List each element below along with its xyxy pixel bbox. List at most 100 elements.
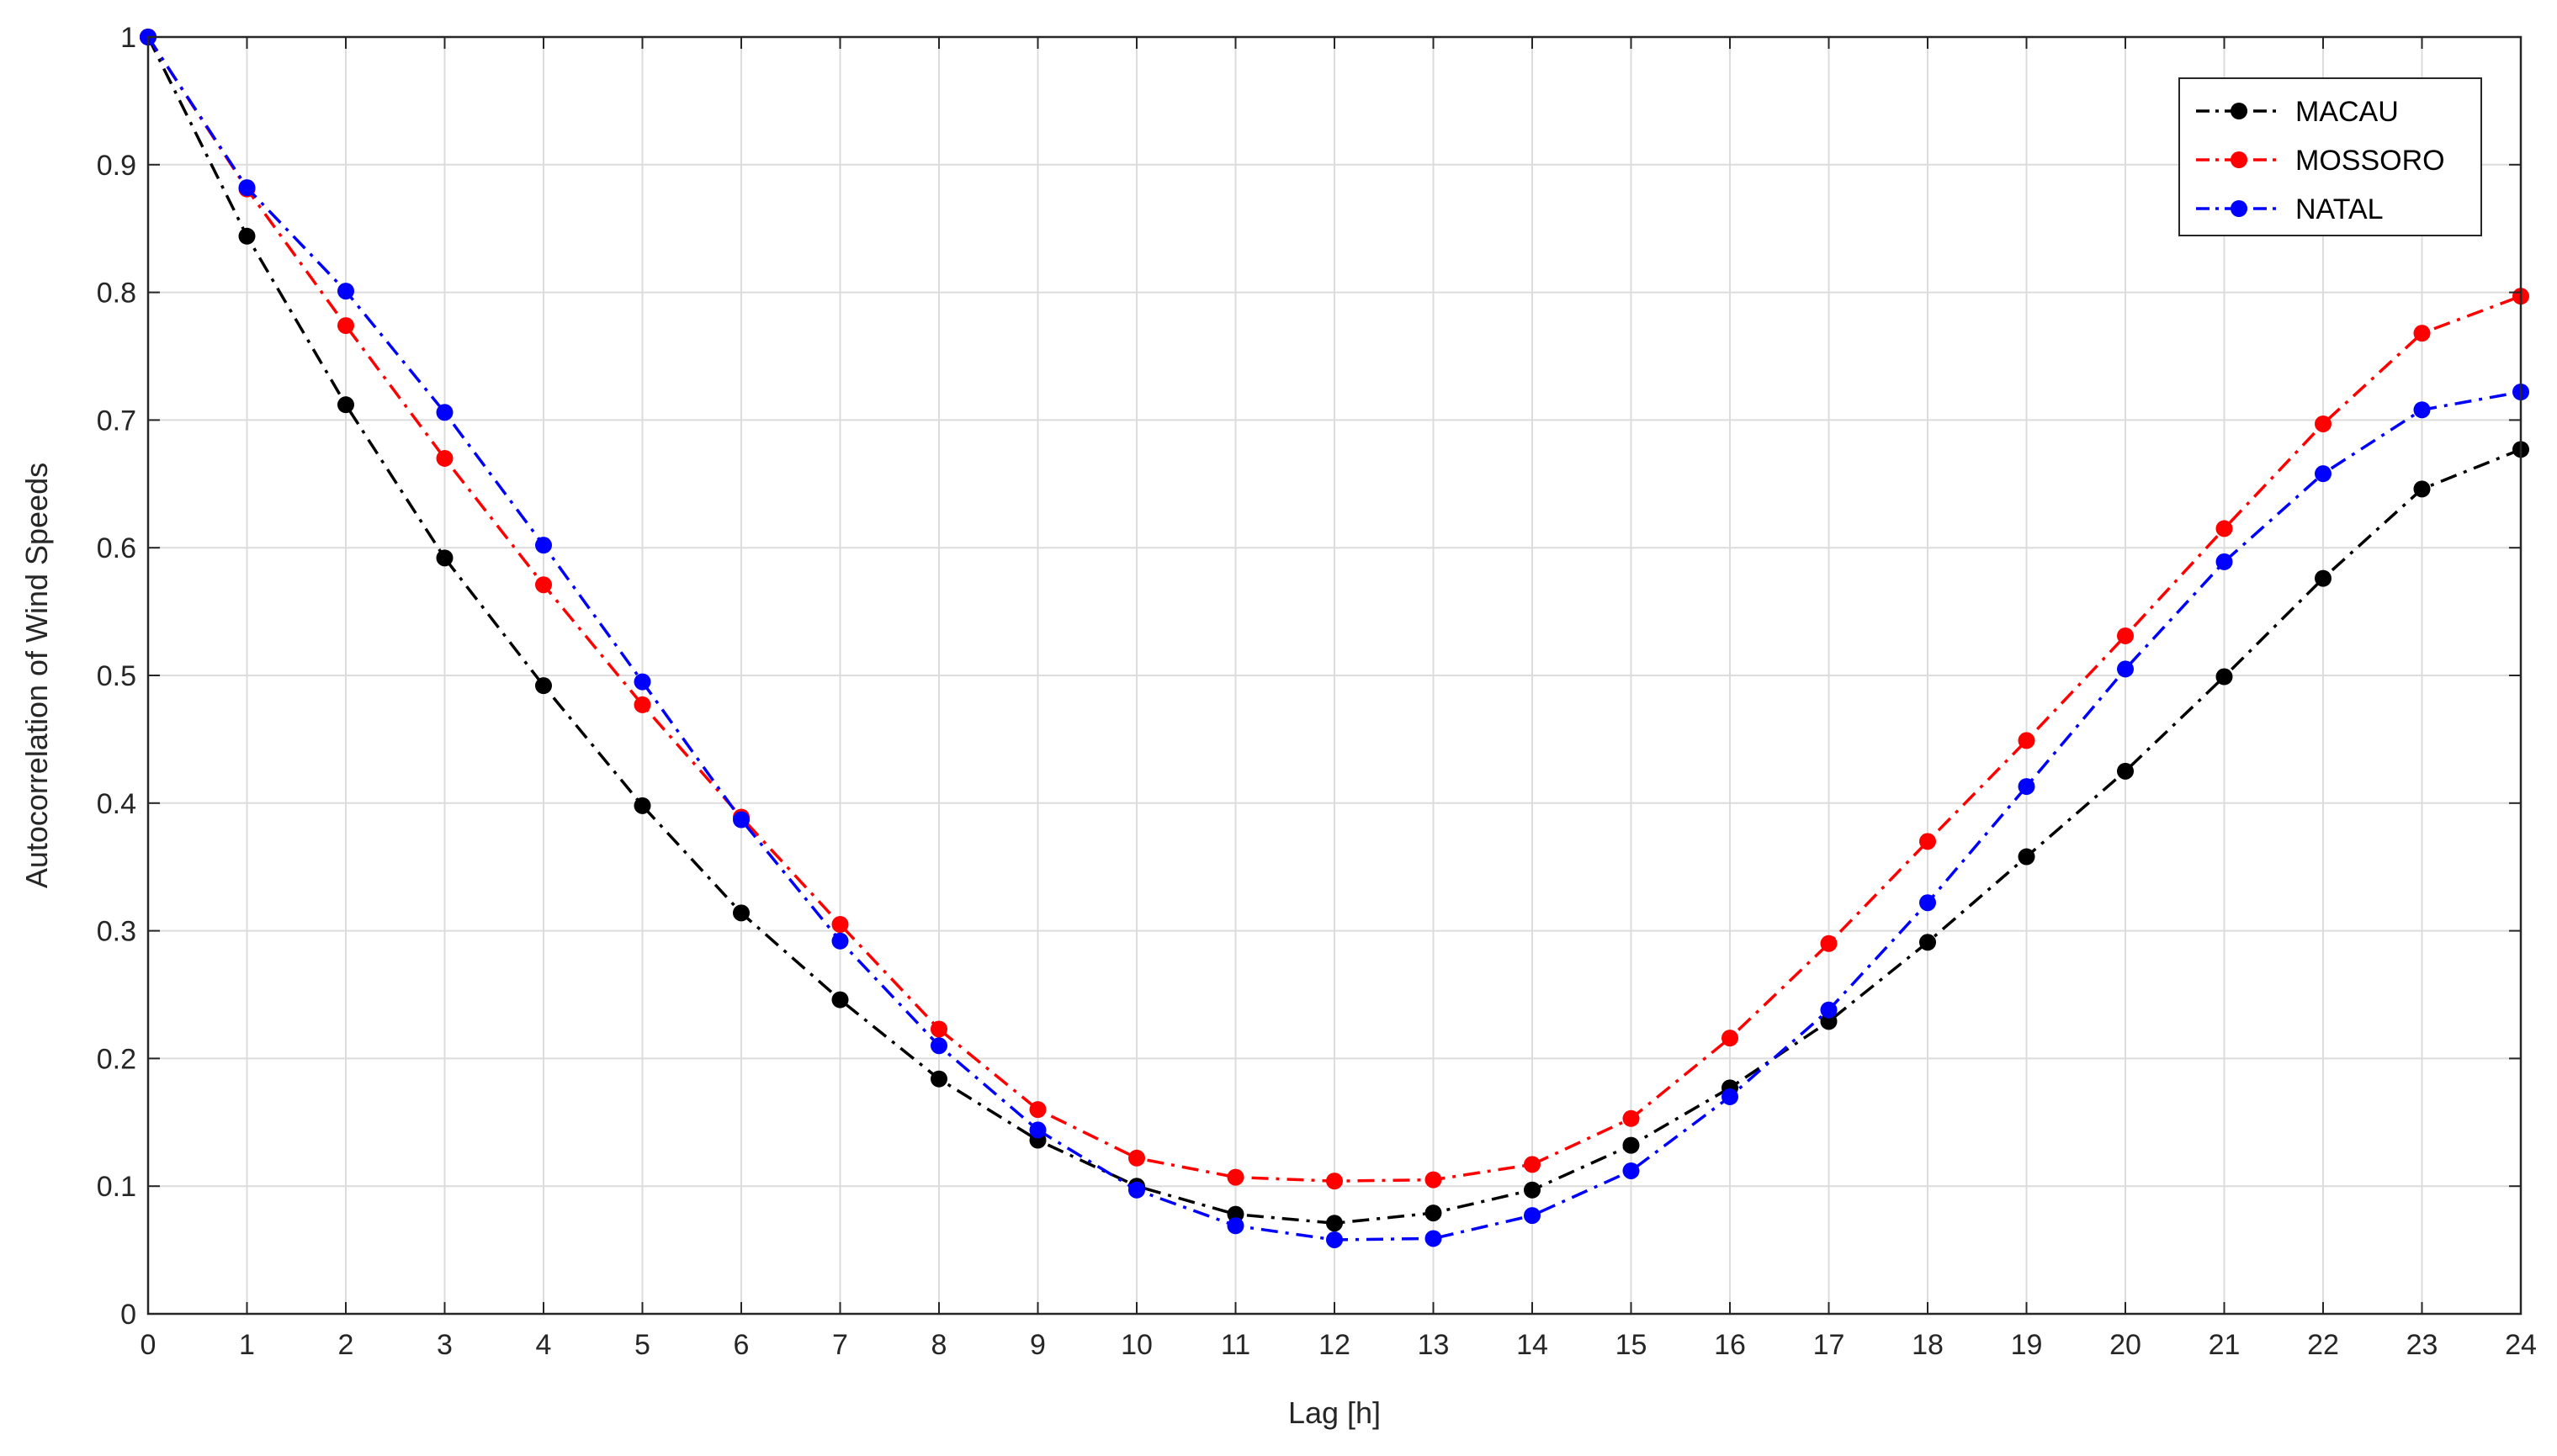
data-point <box>831 916 849 934</box>
x-tick-label: 4 <box>536 1329 552 1361</box>
data-point <box>2215 520 2233 537</box>
legend-label: MACAU <box>2295 96 2399 128</box>
data-point <box>1820 1013 1838 1030</box>
data-point <box>1326 1215 1343 1232</box>
legend-item-mossoro: MOSSORO <box>2196 145 2445 177</box>
data-point <box>831 932 849 950</box>
data-point <box>1721 1030 1738 1047</box>
legend-label: NATAL <box>2295 193 2384 225</box>
data-point <box>2315 569 2332 587</box>
data-point <box>2018 848 2035 866</box>
y-tick-label: 1 <box>120 22 136 54</box>
data-point <box>238 227 256 245</box>
data-point <box>337 317 354 335</box>
x-tick-label: 11 <box>1221 1329 1250 1361</box>
x-tick-label: 3 <box>437 1329 453 1361</box>
data-point <box>2413 401 2431 419</box>
x-tick-label: 19 <box>2011 1329 2043 1361</box>
data-point <box>1622 1136 1640 1154</box>
y-tick-label: 0.6 <box>97 532 136 564</box>
data-point <box>535 537 552 554</box>
x-tick-label: 1 <box>239 1329 255 1361</box>
x-tick-label: 7 <box>832 1329 848 1361</box>
data-point <box>238 179 256 197</box>
x-tick-label: 24 <box>2505 1329 2537 1361</box>
data-point <box>1524 1156 1541 1173</box>
data-point <box>2018 778 2035 796</box>
data-point <box>931 1070 947 1088</box>
x-tick-label: 6 <box>734 1329 750 1361</box>
y-tick-labels: 0 0.1 0.2 0.3 0.4 0.5 0.6 0.7 0.8 0.9 1 <box>97 22 136 1331</box>
legend-label: MOSSORO <box>2295 145 2445 177</box>
y-tick-label: 0 <box>120 1299 136 1331</box>
data-point <box>535 576 552 594</box>
series-group <box>140 29 2529 1248</box>
data-point <box>1622 1109 1640 1127</box>
data-point <box>1919 894 1936 912</box>
data-point <box>1820 1001 1838 1019</box>
y-axis-label: Autocorrelation of Wind Speeds <box>19 463 54 888</box>
data-point <box>1424 1205 1442 1222</box>
data-point <box>1227 1205 1244 1223</box>
data-point <box>1128 1181 1145 1199</box>
x-tick-label: 2 <box>338 1329 354 1361</box>
y-tick-label: 0.5 <box>97 660 136 692</box>
legend-marker <box>2231 200 2247 217</box>
data-point <box>337 283 354 300</box>
data-point <box>535 677 552 695</box>
legend: MACAU MOSSORO NATAL <box>2178 77 2482 236</box>
x-tick-label: 8 <box>931 1329 947 1361</box>
legend-marker <box>2231 151 2247 168</box>
x-axis-label: Lag [h] <box>1288 1395 1381 1430</box>
x-tick-label: 5 <box>634 1329 650 1361</box>
data-point <box>2315 415 2332 432</box>
data-point <box>1919 833 1936 850</box>
data-point <box>436 549 454 567</box>
data-point <box>2413 480 2431 498</box>
data-point <box>2117 762 2134 780</box>
data-point <box>436 404 454 421</box>
data-point <box>2018 732 2035 749</box>
x-tick-label: 20 <box>2109 1329 2141 1361</box>
x-tick-label: 12 <box>1318 1329 1350 1361</box>
x-tick-label: 10 <box>1121 1329 1153 1361</box>
x-tick-label: 23 <box>2406 1329 2438 1361</box>
y-tick-label: 0.8 <box>97 278 136 310</box>
data-point <box>634 696 651 713</box>
x-tick-label: 16 <box>1714 1329 1746 1361</box>
data-point <box>2413 325 2431 342</box>
data-point <box>1227 1168 1244 1186</box>
data-point <box>1227 1217 1244 1235</box>
y-tick-label: 0.4 <box>97 788 136 820</box>
y-tick-label: 0.7 <box>97 405 136 437</box>
data-point <box>2215 668 2233 686</box>
x-tick-labels: 0 1 2 3 4 5 6 7 8 9 10 11 12 13 14 15 16 17 18 19 20 21 22 23 24 <box>141 1329 2537 1361</box>
data-point <box>831 991 849 1009</box>
data-point <box>1029 1121 1047 1139</box>
data-point <box>1524 1207 1541 1225</box>
data-point <box>931 1020 947 1038</box>
series-natal <box>140 29 2529 1248</box>
y-tick-label: 0.2 <box>97 1043 136 1075</box>
y-tick-label: 0.9 <box>97 150 136 182</box>
data-point <box>1919 934 1936 951</box>
data-point <box>1820 934 1838 952</box>
data-point <box>337 396 354 414</box>
data-point <box>1721 1088 1738 1105</box>
x-tick-label: 15 <box>1615 1329 1647 1361</box>
data-point <box>2315 465 2332 483</box>
data-point <box>2117 627 2134 644</box>
data-point <box>1326 1231 1343 1248</box>
legend-item-macau: MACAU <box>2196 96 2399 128</box>
data-point <box>634 673 651 691</box>
data-point <box>634 797 651 814</box>
data-point <box>931 1037 947 1055</box>
legend-marker <box>2231 103 2247 119</box>
data-point <box>1524 1181 1541 1199</box>
x-tick-label: 18 <box>1912 1329 1944 1361</box>
legend-item-natal: NATAL <box>2196 193 2384 225</box>
x-tick-label: 9 <box>1030 1329 1046 1361</box>
y-tick-label: 0.1 <box>97 1171 136 1203</box>
data-point <box>2215 553 2233 570</box>
